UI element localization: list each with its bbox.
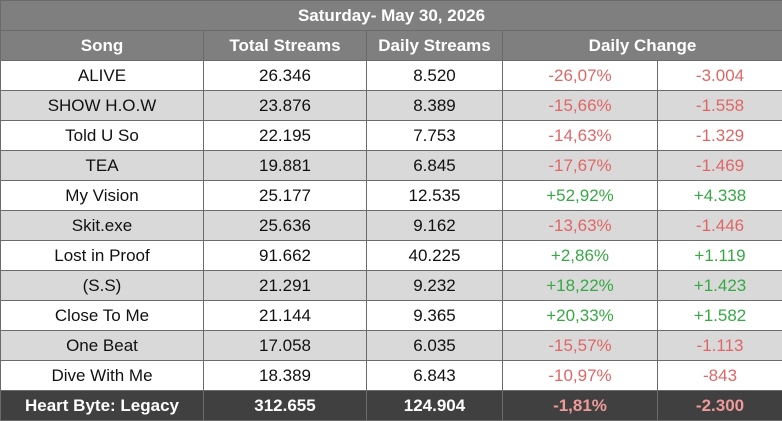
stream-count: 40.225 [367,241,503,271]
song-name: Dive With Me [1,361,204,391]
song-name: TEA [1,151,204,181]
daily-change: +1.582 [658,301,782,331]
stream-count: 8.520 [367,61,503,91]
header-cell: Daily Streams [367,31,503,61]
song-name: ALIVE [1,61,204,91]
stream-count: 8.389 [367,91,503,121]
stream-count: 25.636 [204,211,367,241]
daily-change: -1.113 [658,331,782,361]
stream-count: 26.346 [204,61,367,91]
daily-change: +18,22% [503,271,658,301]
daily-change: -1.446 [658,211,782,241]
daily-change: +20,33% [503,301,658,331]
daily-change: -2.300 [658,391,782,421]
daily-change: +1.119 [658,241,782,271]
daily-change: -843 [658,361,782,391]
stream-count: 6.035 [367,331,503,361]
daily-change: -3.004 [658,61,782,91]
stream-count: 91.662 [204,241,367,271]
daily-change: -13,63% [503,211,658,241]
daily-change: -1.558 [658,91,782,121]
song-name: My Vision [1,181,204,211]
song-name: Told U So [1,121,204,151]
stream-count: 23.876 [204,91,367,121]
stream-count: 6.843 [367,361,503,391]
stream-count: 124.904 [367,391,503,421]
song-name: Skit.exe [1,211,204,241]
song-name: SHOW H.O.W [1,91,204,121]
header-row: Song Total Streams Daily Streams Daily C… [1,31,782,61]
song-name: Close To Me [1,301,204,331]
table-title: Saturday- May 30, 2026 [1,1,782,31]
stream-count: 9.365 [367,301,503,331]
stream-count: 21.144 [204,301,367,331]
stream-count: 22.195 [204,121,367,151]
daily-change: +2,86% [503,241,658,271]
header-cell: Daily Change [503,31,782,61]
song-name: Heart Byte: Legacy [1,391,204,421]
header-cell: Total Streams [204,31,367,61]
daily-change: -1.469 [658,151,782,181]
daily-change: -15,66% [503,91,658,121]
stream-count: 19.881 [204,151,367,181]
stream-count: 9.162 [367,211,503,241]
stream-count: 312.655 [204,391,367,421]
stream-count: 21.291 [204,271,367,301]
song-name: One Beat [1,331,204,361]
stream-count: 18.389 [204,361,367,391]
stream-count: 6.845 [367,151,503,181]
daily-change: -10,97% [503,361,658,391]
stream-count: 9.232 [367,271,503,301]
stream-count: 17.058 [204,331,367,361]
song-name: Lost in Proof [1,241,204,271]
daily-change: -26,07% [503,61,658,91]
title-row: Saturday- May 30, 2026 [1,1,782,31]
stream-count: 12.535 [367,181,503,211]
daily-change: -17,67% [503,151,658,181]
daily-change: -14,63% [503,121,658,151]
daily-change: +1.423 [658,271,782,301]
daily-change: +52,92% [503,181,658,211]
daily-change: -15,57% [503,331,658,361]
stream-count: 25.177 [204,181,367,211]
daily-change: +4.338 [658,181,782,211]
daily-change: -1.329 [658,121,782,151]
daily-change: -1,81% [503,391,658,421]
stream-count: 7.753 [367,121,503,151]
header-cell: Song [1,31,204,61]
song-name: (S.S) [1,271,204,301]
